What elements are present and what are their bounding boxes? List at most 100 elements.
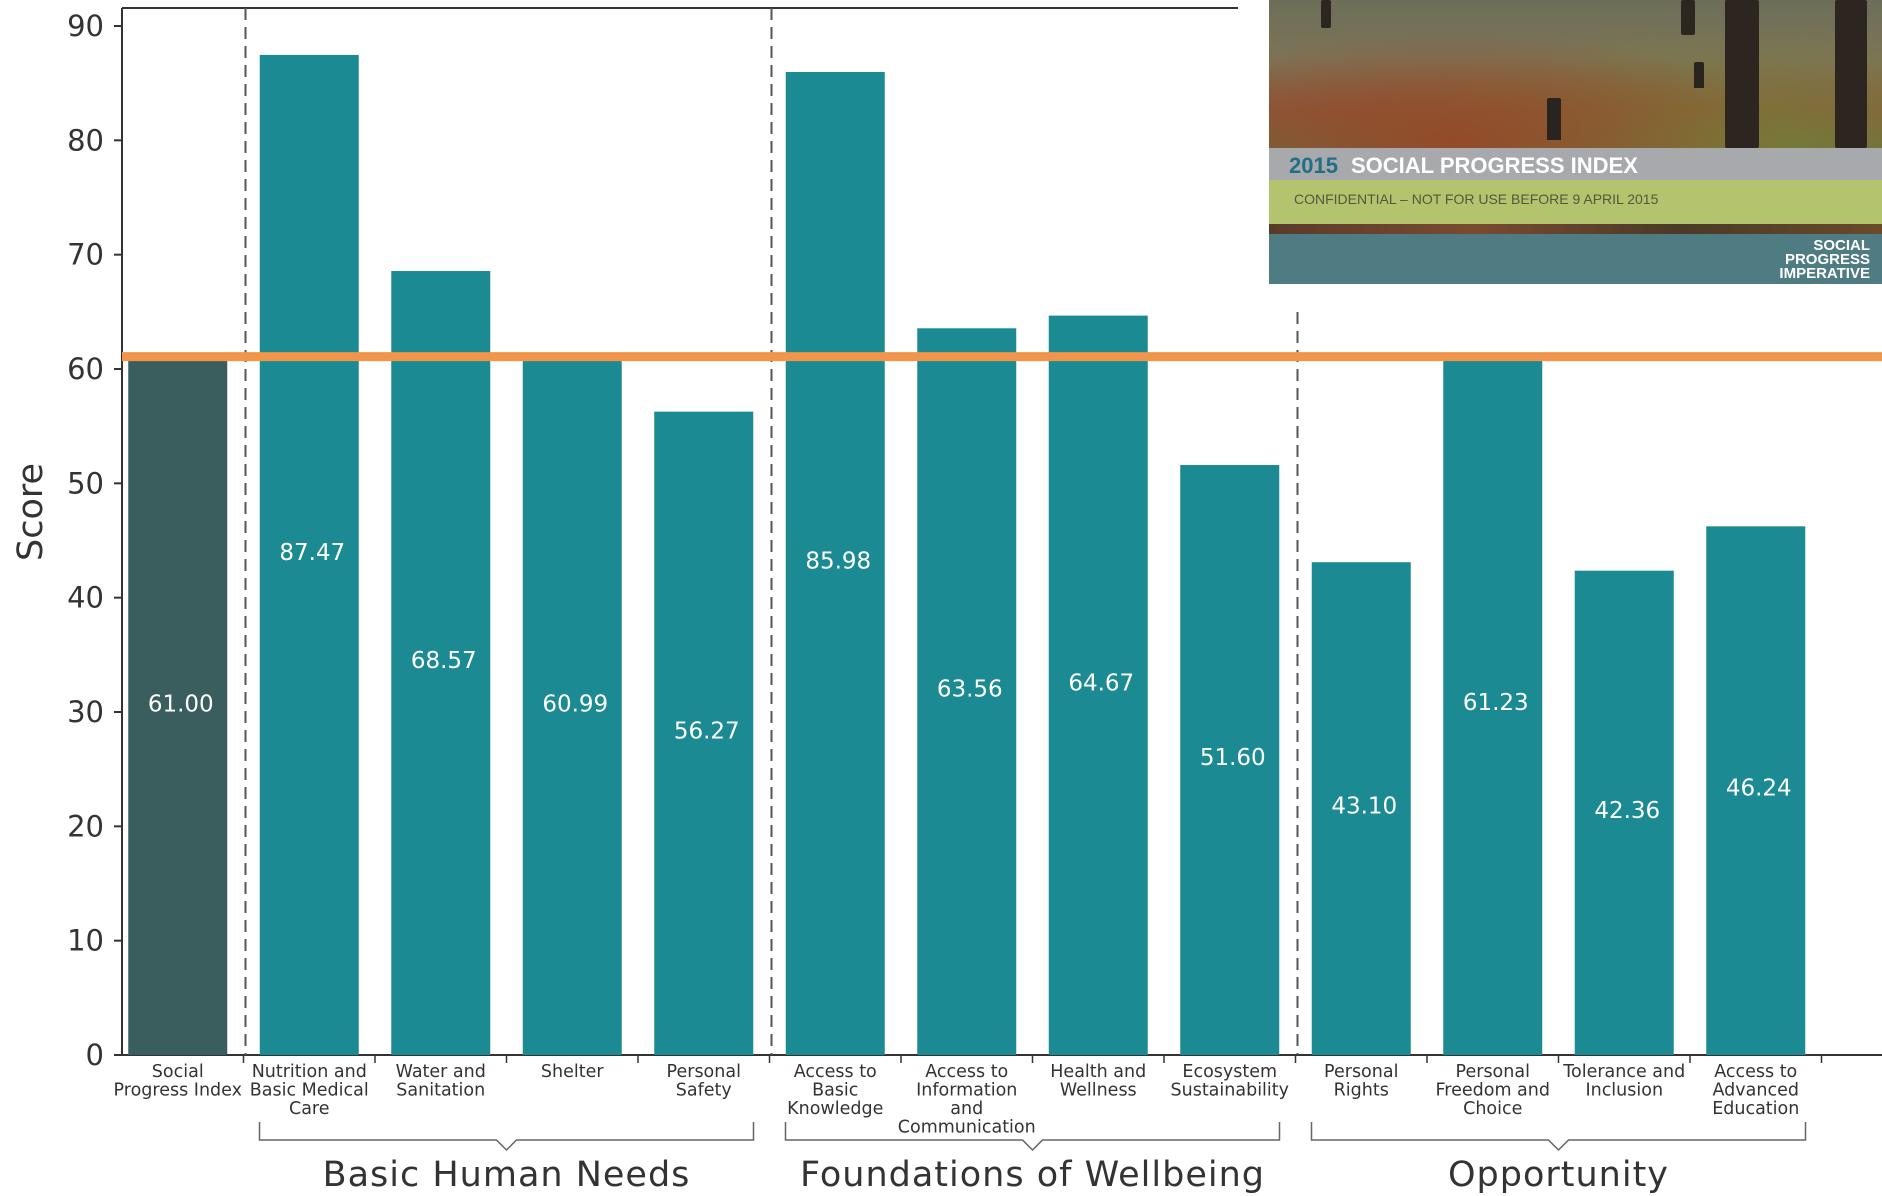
tree-stump bbox=[1694, 62, 1704, 88]
x-tick-label-line: Water and bbox=[396, 1062, 486, 1082]
logo-line: IMPERATIVE bbox=[1779, 265, 1870, 282]
bar bbox=[522, 357, 622, 1055]
x-tick-label-line: Shelter bbox=[541, 1062, 604, 1082]
bar bbox=[391, 271, 491, 1055]
x-tick-label: Social Progress Index bbox=[114, 1062, 242, 1101]
group-bracket bbox=[258, 1122, 755, 1152]
cover-subtitle-band bbox=[1269, 180, 1882, 224]
x-tick-label-line: Access to bbox=[925, 1062, 1008, 1082]
x-tick-label-line: Health and bbox=[1050, 1062, 1146, 1082]
x-tick-label: Access to Advanced Education bbox=[1712, 1062, 1799, 1119]
bar-value-label: 87.47 bbox=[279, 540, 345, 566]
y-tick-label: 10 bbox=[67, 924, 104, 958]
x-tick-label-line: Basic bbox=[812, 1081, 858, 1101]
bar-value-label: 56.27 bbox=[674, 718, 740, 744]
y-tick-label: 20 bbox=[67, 809, 104, 843]
value-labels: 61.00 87.47 68.57 60.99 56.27 85.98 63.56 64.67… bbox=[148, 540, 1792, 824]
x-tick-label: Water and Sanitation bbox=[396, 1062, 486, 1101]
chart-bars bbox=[128, 54, 1806, 1056]
y-tick-label: 80 bbox=[67, 123, 104, 157]
y-tick-label: 60 bbox=[67, 352, 104, 386]
bar-value-label: 51.60 bbox=[1200, 745, 1266, 771]
x-tick-label-line: Freedom and bbox=[1436, 1081, 1551, 1101]
x-tick-label-line: Communication bbox=[898, 1118, 1036, 1138]
x-tick-label-line: Information bbox=[916, 1081, 1017, 1101]
x-tick-label-line: Rights bbox=[1334, 1081, 1389, 1101]
x-tick-label-line: Personal bbox=[1324, 1062, 1398, 1082]
x-tick-label: Access to Information and Communication bbox=[898, 1062, 1036, 1138]
cover-title: SOCIAL PROGRESS INDEX bbox=[1351, 153, 1638, 178]
x-tick-label-line: Personal bbox=[667, 1062, 741, 1082]
cover-title-band bbox=[1269, 148, 1882, 180]
cover-footer-band bbox=[1269, 234, 1882, 284]
cover-photo-strip bbox=[1269, 224, 1882, 234]
x-tick-label-line: Personal bbox=[1456, 1062, 1530, 1082]
x-tick-label: Ecosystem Sustainability bbox=[1171, 1062, 1290, 1101]
cover-subtitle: CONFIDENTIAL – NOT FOR USE BEFORE 9 APRI… bbox=[1294, 191, 1659, 207]
tree-trunk bbox=[1835, 0, 1867, 148]
cover-year: 2015 bbox=[1289, 153, 1338, 178]
bar-value-label: 42.36 bbox=[1594, 798, 1660, 824]
x-tick-label-line: Ecosystem bbox=[1182, 1062, 1277, 1082]
group-label: Foundations of Wellbeing bbox=[800, 1155, 1265, 1195]
bar-value-label: 60.99 bbox=[542, 691, 608, 717]
y-tick-label: 30 bbox=[67, 695, 104, 729]
y-tick-label: 50 bbox=[67, 466, 104, 500]
bar bbox=[1311, 562, 1411, 1055]
y-axis-label: Score bbox=[11, 463, 51, 561]
x-tick-label-line: Access to bbox=[794, 1062, 877, 1082]
group-bracket bbox=[784, 1122, 1281, 1152]
x-tick-label: Nutrition and Basic Medical Care bbox=[250, 1062, 369, 1119]
bar-value-label: 63.56 bbox=[937, 677, 1003, 703]
group-labels: Basic Human Needs Foundations of Wellbein… bbox=[258, 1122, 1807, 1195]
bar-value-label: 61.00 bbox=[148, 691, 214, 717]
x-tick-label-line: Choice bbox=[1463, 1099, 1522, 1119]
y-tick-label: 0 bbox=[86, 1038, 104, 1072]
bar bbox=[1180, 465, 1280, 1055]
x-tick-label-line: Access to bbox=[1714, 1062, 1797, 1082]
bar-value-label: 43.10 bbox=[1331, 794, 1397, 820]
tree-trunk bbox=[1681, 0, 1695, 35]
x-tick-label-line: Education bbox=[1712, 1099, 1799, 1119]
x-tick-label-line: Knowledge bbox=[787, 1099, 883, 1119]
x-tick-label-line: Advanced bbox=[1713, 1081, 1799, 1101]
x-tick-label-line: Nutrition and bbox=[252, 1062, 367, 1082]
bar-value-label: 68.57 bbox=[411, 648, 477, 674]
bar bbox=[1443, 354, 1543, 1055]
logo-line: PROGRESS bbox=[1784, 251, 1870, 268]
x-tick-label-line: Care bbox=[289, 1099, 330, 1119]
y-tick-label: 40 bbox=[67, 581, 104, 615]
report-cover-thumbnail: 2015 SOCIAL PROGRESS INDEX CONFIDENTIAL … bbox=[1269, 0, 1882, 284]
x-tick-label-line: Safety bbox=[676, 1081, 732, 1101]
x-tick-label-line: and bbox=[950, 1099, 983, 1119]
logo-line: SOCIAL bbox=[1813, 237, 1870, 254]
x-tick-label-line: Inclusion bbox=[1585, 1081, 1663, 1101]
x-tick-label: Shelter bbox=[541, 1062, 604, 1082]
x-tick-label: Personal Safety bbox=[667, 1062, 741, 1101]
x-tick-label-line: Sustainability bbox=[1171, 1081, 1290, 1101]
bar-value-label: 85.98 bbox=[805, 548, 871, 574]
x-tick-label: Tolerance and Inclusion bbox=[1562, 1062, 1685, 1101]
x-tick-label-line: Progress Index bbox=[114, 1081, 242, 1101]
bar bbox=[654, 411, 754, 1055]
y-tick-label: 70 bbox=[67, 238, 104, 272]
bar bbox=[1706, 526, 1806, 1055]
bar bbox=[1048, 315, 1148, 1055]
tree-trunk bbox=[1321, 0, 1331, 28]
bar bbox=[128, 357, 228, 1056]
x-tick-label: Personal Rights bbox=[1324, 1062, 1398, 1101]
x-tick-label-line: Wellness bbox=[1060, 1081, 1137, 1101]
bar bbox=[259, 54, 359, 1056]
group-label: Opportunity bbox=[1448, 1155, 1669, 1195]
forest-photo bbox=[1269, 0, 1882, 148]
x-tick-label: Access to Basic Knowledge bbox=[787, 1062, 883, 1119]
x-tick-label-line: Sanitation bbox=[396, 1081, 485, 1101]
x-tick-label-line: Social bbox=[152, 1062, 204, 1082]
bar-value-label: 61.23 bbox=[1463, 690, 1529, 716]
tree-trunk bbox=[1725, 0, 1759, 148]
bar-value-label: 64.67 bbox=[1068, 670, 1134, 696]
group-bracket bbox=[1310, 1122, 1807, 1152]
x-tick-label: Health and Wellness bbox=[1050, 1062, 1146, 1101]
x-tick-label-line: Basic Medical bbox=[250, 1081, 369, 1101]
